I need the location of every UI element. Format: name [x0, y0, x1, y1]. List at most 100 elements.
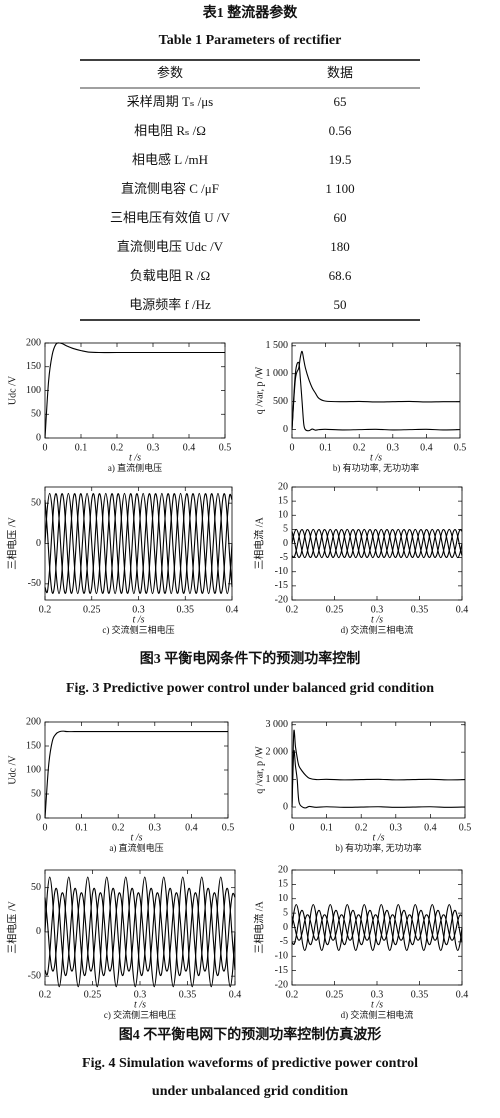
y-tick-label: -15: [275, 580, 288, 591]
x-tick-label: 0.25: [326, 989, 344, 1000]
x-tick-label: 0.5: [454, 442, 467, 453]
figure-caption: 图4 不平衡电网下的预测功率控制仿真波形: [119, 1026, 382, 1043]
data-line: [291, 350, 461, 430]
y-tick-label: 50: [31, 409, 41, 420]
axes-frame: [291, 342, 461, 439]
x-tick-label: 0: [290, 442, 295, 453]
data-line: [291, 903, 463, 952]
y-axis-label: 三相电流 /A: [252, 900, 265, 953]
y-tick-label: -15: [275, 965, 288, 976]
y-tick-label: 5: [283, 524, 288, 535]
x-tick-label: 0: [290, 822, 295, 833]
x-tick-label: 0.2: [355, 822, 368, 833]
y-tick-label: 100: [26, 385, 41, 396]
data-line: [44, 892, 236, 972]
x-tick-label: 0.5: [219, 442, 232, 453]
y-tick-label: -5: [280, 936, 288, 947]
chart-title: c) 交流侧三相电压: [104, 1009, 176, 1020]
table-cell: 50: [334, 297, 347, 312]
x-tick-label: 0.3: [371, 604, 384, 615]
y-tick-label: 5: [283, 907, 288, 918]
table-header: 参数: [157, 65, 183, 80]
table-cell: 电源频率 f /Hz: [129, 297, 211, 312]
x-tick-label: 0.4: [229, 989, 242, 1000]
y-tick-label: -5: [280, 552, 288, 563]
y-tick-label: 150: [26, 361, 41, 372]
plot: 0.2 0.25 0.3 0.35 0.4 -50 0 50 t /s 三相电压 /V c) 交流侧…: [5, 869, 242, 1020]
table-cell: 相电阻 Rₛ /Ω: [134, 123, 206, 138]
x-tick-label: 0.1: [75, 442, 88, 453]
x-tick-label: 0.3: [134, 989, 147, 1000]
x-tick-label: 0.1: [75, 822, 88, 833]
y-tick-label: 0: [283, 801, 288, 812]
y-tick-label: 200: [26, 337, 41, 348]
x-tick-label: 0.3: [132, 604, 145, 615]
x-tick-label: 0.35: [411, 604, 429, 615]
x-tick-label: 0.1: [319, 442, 332, 453]
x-tick-label: 0.2: [111, 442, 124, 453]
y-tick-label: 100: [26, 764, 41, 775]
y-tick-label: 3 000: [266, 719, 289, 730]
figure-caption: 图3 平衡电网条件下的预测功率控制: [140, 650, 361, 667]
data-line: [291, 528, 463, 559]
data-line: [44, 492, 233, 595]
x-tick-label: 0.4: [420, 442, 433, 453]
table-cell: 相电感 L /mH: [132, 152, 208, 167]
x-tick-label: 0.5: [222, 822, 235, 833]
y-tick-label: 15: [278, 495, 288, 506]
x-tick-label: 0.2: [286, 989, 299, 1000]
data-line: [44, 887, 236, 977]
figure-caption: Fig. 4 Simulation waveforms of predictiv…: [82, 1056, 418, 1071]
chart-title: d) 交流侧三相电流: [341, 624, 414, 635]
x-tick-label: 0.25: [83, 604, 101, 615]
y-tick-label: 50: [31, 497, 41, 508]
data-line: [291, 914, 463, 941]
x-tick-label: 0.3: [387, 442, 400, 453]
y-tick-label: -10: [275, 566, 288, 577]
y-tick-label: 1 500: [266, 340, 289, 351]
plot: 0 0.1 0.2 0.3 0.4 0.5 0 50 100 150 200 t /s Udc /V a)…: [7, 716, 234, 853]
plot: 0.2 0.25 0.3 0.35 0.4 -20 -15 -10 -5 0 5 10 15 20 t /s…: [252, 864, 468, 1020]
y-tick-label: 150: [26, 740, 41, 751]
data-line: [291, 529, 463, 558]
x-tick-label: 0.4: [424, 822, 437, 833]
y-tick-label: -50: [28, 970, 41, 981]
data-line: [291, 750, 466, 809]
data-line: [44, 730, 228, 819]
y-tick-label: 0: [36, 432, 41, 443]
x-tick-label: 0.35: [411, 989, 429, 1000]
table-title: 表1 整流器参数: [202, 4, 298, 21]
table-header: 数据: [327, 65, 353, 80]
x-tick-label: 0.35: [177, 604, 195, 615]
x-axis-label: t /s: [129, 452, 141, 463]
x-tick-label: 0.4: [456, 604, 469, 615]
table-cell: 直流侧电容 C /μF: [121, 181, 219, 196]
x-tick-label: 0.2: [353, 442, 366, 453]
y-axis-label: 三相电压 /V: [5, 900, 18, 953]
table-cell: 19.5: [329, 152, 352, 167]
y-tick-label: -20: [275, 979, 288, 990]
plot: 0.2 0.25 0.3 0.35 0.4 -20 -15 -10 -5 0 5 10 15 20 t /s…: [252, 481, 468, 635]
x-axis-label: t /s: [373, 832, 385, 843]
x-axis-label: t /s: [370, 452, 382, 463]
x-tick-label: 0.25: [326, 604, 344, 615]
figure-caption: Fig. 3 Predictive power control under ba…: [66, 681, 434, 696]
y-tick-label: 50: [31, 788, 41, 799]
y-tick-label: 500: [273, 396, 288, 407]
x-axis-label: t /s: [134, 999, 146, 1010]
x-tick-label: 0.1: [320, 822, 333, 833]
y-axis-label: 三相电流 /A: [252, 516, 265, 569]
x-tick-label: 0.25: [84, 989, 102, 1000]
y-tick-label: -10: [275, 951, 288, 962]
chart-title: a) 直流侧电压: [109, 842, 163, 853]
table-cell: 采样周期 Tₛ /μs: [127, 94, 213, 109]
x-tick-label: 0.2: [112, 822, 125, 833]
x-tick-label: 0.3: [149, 822, 162, 833]
y-tick-label: 1 000: [266, 368, 289, 379]
y-tick-label: 0: [283, 922, 288, 933]
y-axis-label: 三相电压 /V: [5, 516, 18, 569]
y-tick-label: 0: [36, 538, 41, 549]
data-line: [291, 529, 463, 558]
y-tick-label: -50: [28, 578, 41, 589]
